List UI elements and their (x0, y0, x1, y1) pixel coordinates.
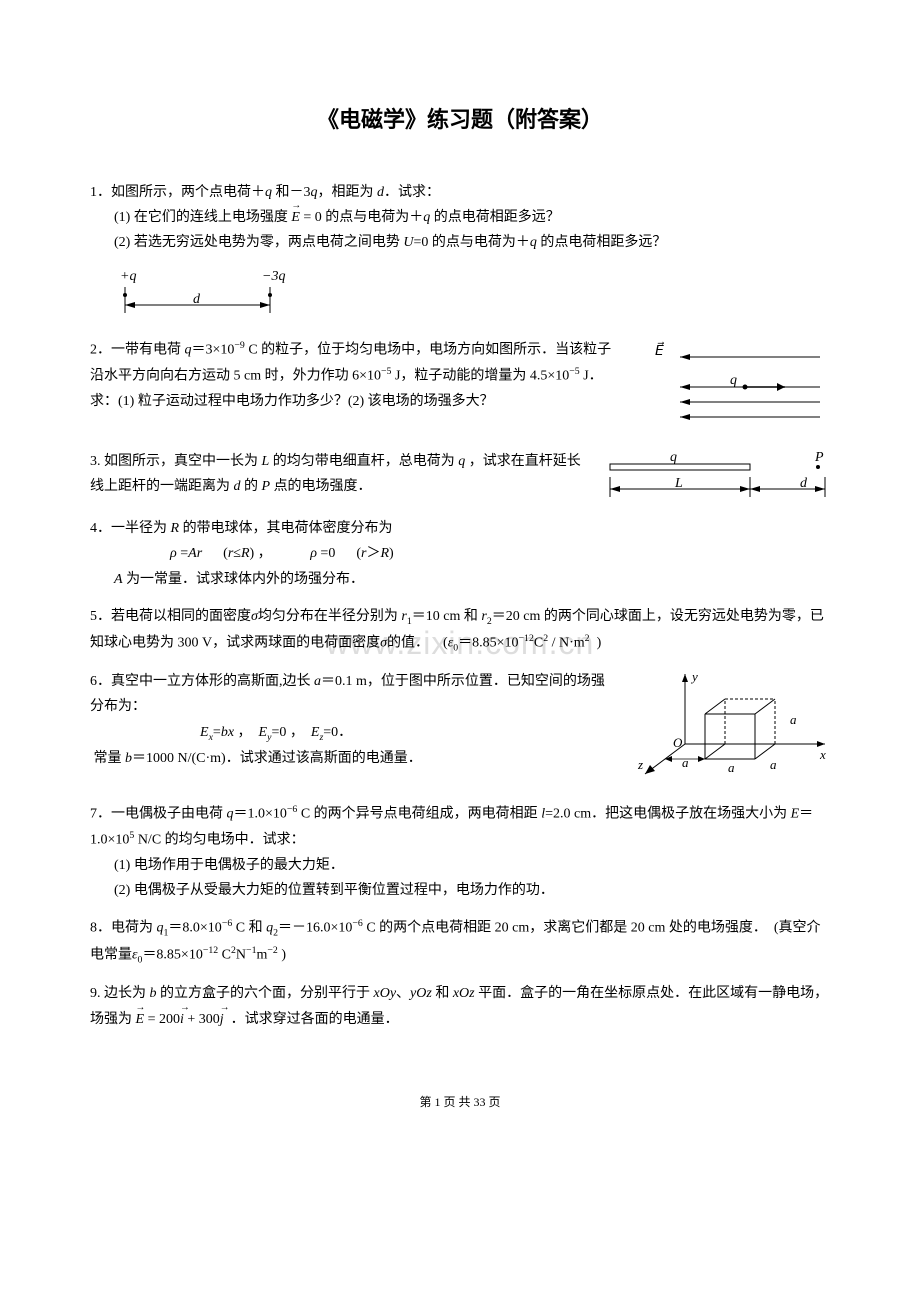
fig2-q-label: q (730, 373, 737, 388)
problem-5: 5．若电荷以相同的面密度σ均匀分布在半径分别为 r1＝10 cm 和 r2＝20… (90, 604, 830, 658)
problem-3-text: 3. 如图所示，真空中一长为 L 的均匀带电细直杆，总电荷为 q ，试求在直杆延… (90, 449, 584, 499)
problem-9-num: 9. (90, 986, 101, 1001)
fig1-q-left: +q (120, 269, 136, 284)
problem-4-sub: A 为一常量．试求球体内外的场强分布． (90, 567, 830, 592)
problem-2-num: 2． (90, 343, 111, 358)
problem-4: 4．一半径为 R 的带电球体，其电荷体密度分布为 ρ =Ar (r≤R) ， ρ… (90, 516, 830, 592)
fig3-q: q (670, 450, 677, 465)
problem-8-num: 8． (90, 921, 111, 936)
problem-9: 9. 边长为 b 的立方盒子的六个面，分别平行于 xOy、yOz 和 xOz 平… (90, 981, 830, 1031)
problem-2: 2．一带有电荷 q＝3×10−9 C 的粒子，位于均匀电场中，电场方向如图所示．… (90, 337, 830, 437)
problem-8: 8．电荷为 q1＝8.0×10−6 C 和 q2＝－16.0×10−6 C 的两… (90, 915, 830, 969)
fig3-d: d (800, 476, 808, 491)
problem-1-num: 1． (90, 185, 111, 200)
fig6-z: z (637, 757, 643, 772)
problem-7-sub1: (1) 电场作用于电偶极子的最大力矩． (90, 853, 830, 878)
problem-7-num: 7． (90, 807, 111, 822)
problem-6-num: 6． (90, 674, 111, 689)
problem-1-sub2: (2) 若选无穷远处电势为零，两点电荷之间电势 U=0 的点与电荷为＋q 的点电… (90, 230, 830, 255)
problem-1-sub1: (1) 在它们的连线上电场强度 E = 0 的点与电荷为＋q 的点电荷相距多远？ (90, 205, 830, 230)
fig3-L: L (674, 476, 683, 491)
problem-6-figure: y x z O a a a a (630, 669, 830, 789)
fig6-x: x (819, 747, 826, 762)
problem-2-figure: E⃗ q (630, 337, 830, 437)
fig6-a4: a (790, 712, 797, 727)
fig-rod: q P L d (600, 449, 830, 504)
problem-6-text: 6．真空中一立方体形的高斯面,边长 a＝0.1 m，位于图中所示位置．已知空间的… (90, 669, 614, 719)
problem-3-num: 3. (90, 454, 101, 469)
fig6-O: O (673, 735, 683, 750)
problem-6: 6．真空中一立方体形的高斯面,边长 a＝0.1 m，位于图中所示位置．已知空间的… (90, 669, 830, 789)
fig3-P: P (814, 450, 824, 465)
problem-7-text: 7．一电偶极子由电荷 q＝1.0×10−6 C 的两个异号点电荷组成，两电荷相距… (90, 801, 830, 853)
fig6-a1: a (682, 755, 689, 770)
page-title: 《电磁学》练习题（附答案） (90, 100, 830, 140)
fig2-E-label: E⃗ (655, 342, 664, 360)
problem-8-text: 8．电荷为 q1＝8.0×10−6 C 和 q2＝－16.0×10−6 C 的两… (90, 915, 830, 969)
fig-efield-arrows: E⃗ q (630, 337, 830, 437)
problem-3-figure: q P L d (600, 449, 830, 504)
problem-7: 7．一电偶极子由电荷 q＝1.0×10−6 C 的两个异号点电荷组成，两电荷相距… (90, 801, 830, 903)
fig1-q-right: −3q (262, 269, 285, 284)
page-footer: 第 1 页 共 33 页 (90, 1092, 830, 1114)
problem-4-eq: ρ =Ar (r≤R) ， ρ =0 (r＞R) (90, 541, 830, 566)
problem-6-sub: 常量 b＝1000 N/(C·m)．试求通过该高斯面的电通量． (90, 746, 614, 771)
problem-4-text: 4．一半径为 R 的带电球体，其电荷体密度分布为 (90, 516, 830, 541)
problem-5-num: 5． (90, 609, 111, 624)
fig1-d-label: d (193, 292, 201, 307)
problem-1-text: 1．如图所示，两个点电荷＋q 和－3q，相距为 d．试求： (90, 180, 830, 205)
fig-cube: y x z O a a a a (630, 669, 830, 789)
problem-2-text: 2．一带有电荷 q＝3×10−9 C 的粒子，位于均匀电场中，电场方向如图所示．… (90, 337, 614, 414)
problem-1-figure: +q −3q d (90, 265, 830, 325)
problem-7-sub2: (2) 电偶极子从受最大力矩的位置转到平衡位置过程中，电场力作的功． (90, 878, 830, 903)
problem-6-eq: Ex=bx ， Ey=0 ， Ez=0． (90, 720, 614, 746)
fig6-a3: a (770, 757, 777, 772)
problem-9-text: 9. 边长为 b 的立方盒子的六个面，分别平行于 xOy、yOz 和 xOz 平… (90, 981, 830, 1031)
fig-two-charges: +q −3q d (90, 265, 310, 325)
problem-1: 1．如图所示，两个点电荷＋q 和－3q，相距为 d．试求： (1) 在它们的连线… (90, 180, 830, 326)
problem-4-num: 4． (90, 521, 111, 536)
fig6-a2: a (728, 760, 735, 775)
fig6-y: y (690, 669, 698, 684)
problem-3: 3. 如图所示，真空中一长为 L 的均匀带电细直杆，总电荷为 q ，试求在直杆延… (90, 449, 830, 504)
problem-5-text: 5．若电荷以相同的面密度σ均匀分布在半径分别为 r1＝10 cm 和 r2＝20… (90, 604, 830, 658)
